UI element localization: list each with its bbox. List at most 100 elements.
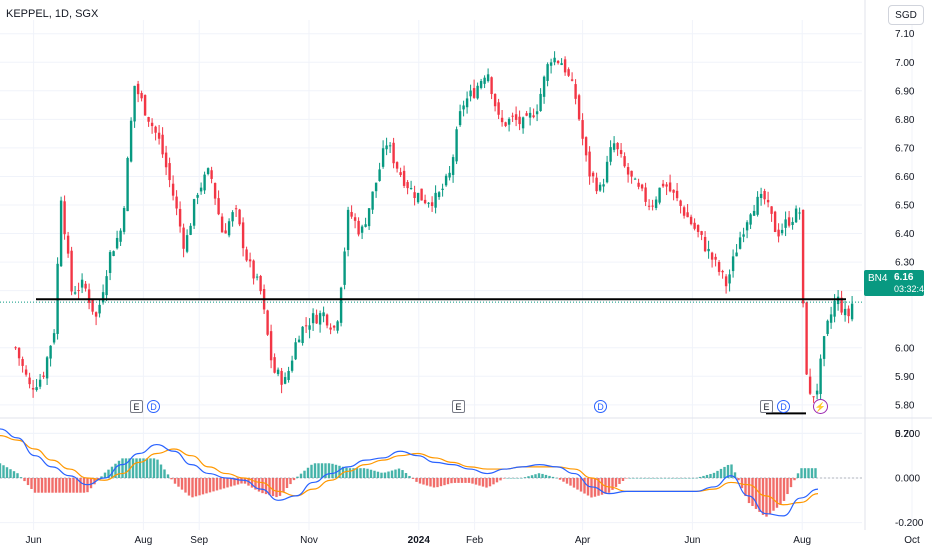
candle-body <box>511 115 514 117</box>
candle-body <box>738 237 742 249</box>
currency-button[interactable]: SGD <box>888 5 924 25</box>
candle-body <box>287 370 290 381</box>
dividend-marker[interactable]: D <box>594 400 607 413</box>
macd-histogram-bar <box>768 478 772 514</box>
candle-body <box>430 202 434 207</box>
macd-histogram-bar <box>485 478 488 488</box>
candle-body <box>759 193 763 198</box>
candle-body <box>154 126 157 133</box>
macd-histogram-bar <box>481 478 485 487</box>
candle-body <box>588 151 591 177</box>
price-tag-value: 6.16 <box>894 272 914 283</box>
macd-histogram-bar <box>597 478 600 496</box>
price-axis[interactable]: 7.107.006.906.806.706.606.506.406.306.20… <box>895 29 915 440</box>
candle-body <box>633 178 637 180</box>
y-tick-label: 6.90 <box>895 86 915 97</box>
candle-body <box>322 312 325 317</box>
macd-histogram-bar <box>814 468 817 478</box>
candle-body <box>577 95 581 120</box>
candle-body <box>766 199 770 203</box>
macd-histogram-bar <box>292 478 296 481</box>
x-tick-label: Oct <box>904 535 920 546</box>
candle-body <box>189 225 192 235</box>
macd-histogram-bar <box>600 478 604 495</box>
macd-histogram-bar <box>586 478 590 496</box>
earnings-marker[interactable]: E <box>760 400 773 413</box>
macd-histogram-bar <box>446 478 450 485</box>
macd-histogram-bar <box>415 478 418 482</box>
candle-body <box>311 313 315 324</box>
macd-histogram-bar <box>674 478 677 479</box>
macd-histogram-bar <box>411 478 415 479</box>
macd-histogram-bar <box>499 478 502 481</box>
candle-body <box>248 259 252 262</box>
macd-y-tick-label: -0.200 <box>895 518 924 529</box>
macd-histogram-bar <box>380 472 383 478</box>
price-candles <box>14 51 854 403</box>
candle-body <box>70 250 73 292</box>
macd-histogram-bar <box>114 463 117 478</box>
candle-body <box>486 74 490 82</box>
candle-body <box>710 252 714 260</box>
split-marker[interactable]: ⚡ <box>813 399 828 414</box>
symbol-title[interactable]: KEPPEL, 1D, SGX <box>6 8 99 20</box>
candle-body <box>140 92 143 99</box>
candle-body <box>721 271 724 273</box>
macd-histogram-bar <box>653 478 656 479</box>
candle-body <box>392 142 395 164</box>
candle-body <box>476 85 479 99</box>
candle-body <box>745 222 749 231</box>
macd-histogram-bar <box>614 478 618 487</box>
macd-histogram-bar <box>107 469 110 478</box>
candle-body <box>574 84 577 99</box>
candle-body <box>105 276 108 296</box>
candle-body <box>815 390 819 395</box>
candle-body <box>343 251 346 285</box>
candle-body <box>213 182 217 199</box>
macd-histogram-bar <box>670 478 674 479</box>
candle-body <box>563 59 567 73</box>
macd-histogram-bar <box>754 478 758 509</box>
dividend-marker[interactable]: D <box>147 400 160 413</box>
candle-body <box>31 388 35 390</box>
macd-histogram-bar <box>677 478 681 479</box>
candle-body <box>84 283 87 289</box>
macd-y-tick-label: 0.000 <box>895 474 920 485</box>
dividend-marker[interactable]: D <box>777 400 790 413</box>
candle-body <box>560 63 563 66</box>
candle-body <box>623 156 626 167</box>
candle-body <box>108 252 112 273</box>
earnings-marker[interactable]: E <box>130 400 143 413</box>
macd-histogram-bar <box>590 478 593 498</box>
macd-histogram-bar <box>324 463 327 478</box>
macd-histogram-bar <box>579 478 583 492</box>
macd-histogram-bar <box>548 475 551 478</box>
candle-body <box>388 145 392 147</box>
candle-body <box>332 325 336 328</box>
macd-histogram-bar <box>166 474 170 478</box>
time-axis[interactable]: Jun Aug Sep Nov 2024 Feb Apr Jun Aug Oct <box>26 535 920 546</box>
candle-body <box>717 261 721 272</box>
macd-histogram-bar <box>698 476 702 478</box>
candle-body <box>532 115 535 118</box>
candle-body <box>252 260 255 279</box>
macd-histogram-bar <box>128 458 131 478</box>
candle-body <box>490 77 493 95</box>
macd-histogram-bar <box>453 478 457 483</box>
candle-body <box>514 114 518 120</box>
macd-histogram-bar <box>439 478 443 487</box>
candle-body <box>584 137 588 156</box>
macd-histogram-bar <box>474 478 478 485</box>
macd-histogram-bar <box>723 466 726 478</box>
macd-histogram-bar <box>625 478 628 479</box>
macd-histogram-bar <box>47 478 51 493</box>
candle-body <box>329 327 332 330</box>
candle-body <box>504 122 507 127</box>
candle-body <box>570 79 574 81</box>
macd-histogram-bar <box>250 478 254 488</box>
earnings-marker[interactable]: E <box>452 400 465 413</box>
candle-body <box>266 310 269 335</box>
candle-body <box>836 296 840 305</box>
